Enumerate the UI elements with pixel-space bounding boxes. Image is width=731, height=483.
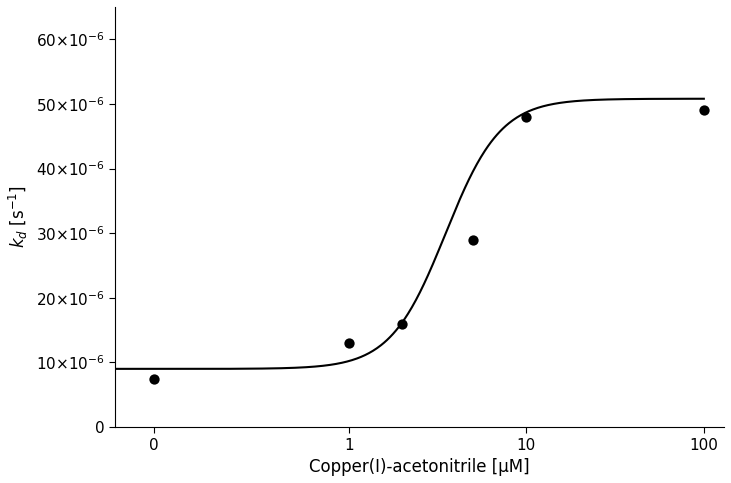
- Point: [698, 106, 710, 114]
- Point: [343, 339, 355, 347]
- Point: [148, 375, 160, 383]
- Y-axis label: $k_d$ [s$^{-1}$]: $k_d$ [s$^{-1}$]: [7, 185, 30, 248]
- X-axis label: Copper(I)-acetonitrile [μM]: Copper(I)-acetonitrile [μM]: [309, 458, 530, 476]
- Point: [396, 320, 408, 327]
- Point: [520, 113, 532, 121]
- Point: [467, 236, 479, 243]
